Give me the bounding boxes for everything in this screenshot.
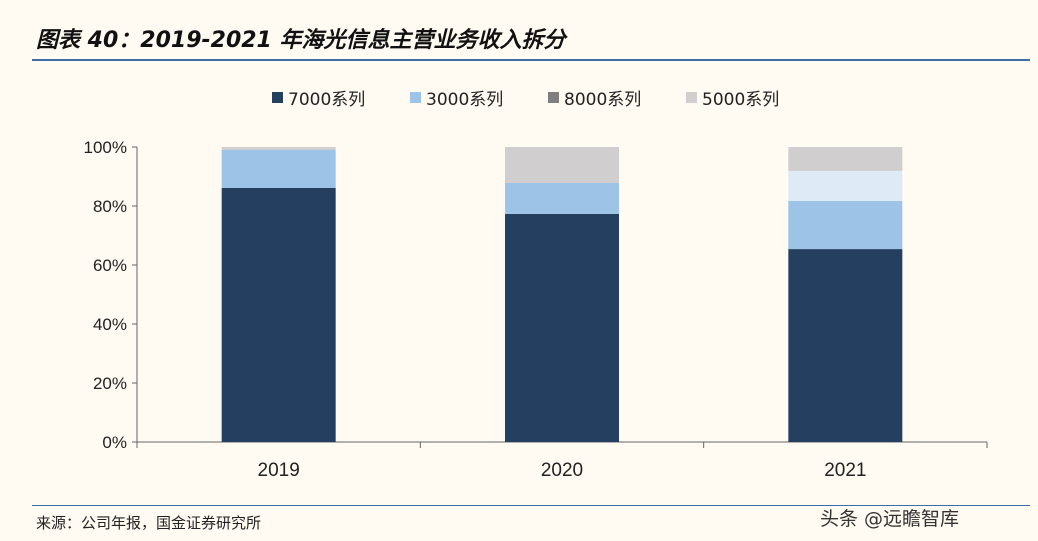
- legend-label: 3000系列: [426, 90, 503, 110]
- y-tick-label: 80%: [93, 197, 127, 216]
- bar-segment-7000系列-2020: [505, 213, 619, 442]
- y-tick-label: 60%: [93, 256, 127, 275]
- footer-divider: [32, 505, 1030, 506]
- source-note: 来源：公司年报，国金证券研究所: [36, 514, 262, 532]
- bar-segment-8000系列-2021: [788, 170, 903, 201]
- y-tick-label: 20%: [93, 374, 127, 393]
- bar-segment-3000系列-2020: [505, 182, 619, 214]
- bar-segment-5000系列-2020: [505, 147, 619, 183]
- legend-swatch: [686, 92, 697, 103]
- legend-swatch: [410, 92, 421, 103]
- title-divider: [32, 59, 1030, 61]
- x-tick-label: 2019: [258, 460, 300, 481]
- legend-label: 5000系列: [702, 90, 779, 110]
- bar-segment-3000系列-2019: [221, 149, 336, 189]
- watermark: 头条 @远瞻智库: [820, 508, 960, 530]
- legend-label: 7000系列: [288, 90, 365, 110]
- legend-swatch: [272, 92, 283, 103]
- y-tick-label: 100%: [84, 138, 127, 157]
- legend-label: 8000系列: [564, 90, 641, 110]
- bar-segment-7000系列-2019: [221, 188, 336, 442]
- x-tick-label: 2020: [541, 460, 583, 481]
- bar-segment-3000系列-2021: [788, 200, 903, 250]
- y-tick-label: 0%: [102, 433, 127, 452]
- bar-segment-7000系列-2021: [788, 249, 903, 442]
- legend-swatch: [548, 92, 559, 103]
- figure-title: 图表 40：2019-2021 年海光信息主营业务收入拆分: [36, 28, 566, 53]
- x-tick-label: 2021: [824, 460, 866, 481]
- y-tick-label: 40%: [93, 315, 127, 334]
- bar-segment-5000系列-2021: [788, 147, 903, 171]
- bar-segment-5000系列-2019: [221, 147, 336, 150]
